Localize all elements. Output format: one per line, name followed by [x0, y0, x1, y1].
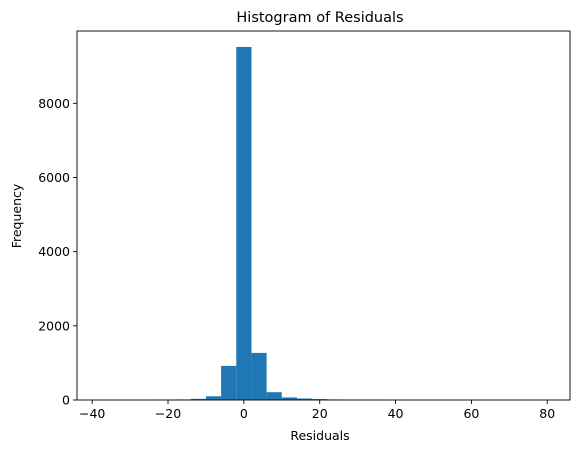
y-tick-label: 2000	[38, 318, 70, 333]
histogram-bar	[251, 352, 267, 400]
x-tick-label: −20	[155, 406, 181, 421]
histogram-bar	[190, 398, 206, 400]
x-tick-label: 20	[312, 406, 328, 421]
x-tick-label: 40	[388, 406, 404, 421]
histogram-bar	[236, 46, 252, 400]
x-tick-label: −40	[79, 406, 105, 421]
y-axis-ticks: 0 2000 4000 6000 8000	[38, 96, 77, 408]
y-tick-label: 4000	[38, 244, 70, 259]
y-tick-label: 6000	[38, 170, 70, 185]
histogram-bar	[281, 397, 297, 400]
y-tick-label: 0	[62, 393, 70, 408]
histogram-bar	[266, 392, 282, 400]
y-axis-label: Frequency	[9, 183, 24, 248]
histogram-bars	[145, 46, 555, 400]
x-axis-ticks: −40 −20 0 20 40 60 80	[79, 400, 555, 421]
histogram-bar	[221, 365, 237, 400]
x-tick-label: 0	[240, 406, 248, 421]
y-tick-label: 8000	[38, 96, 70, 111]
histogram-bar	[312, 399, 328, 400]
histogram-bar	[205, 396, 222, 400]
x-axis-label: Residuals	[290, 428, 349, 443]
chart-title: Histogram of Residuals	[236, 10, 403, 26]
x-tick-label: 80	[539, 406, 555, 421]
x-tick-label: 60	[463, 406, 479, 421]
histogram-bar	[296, 398, 313, 400]
plot-frame	[76, 30, 571, 401]
